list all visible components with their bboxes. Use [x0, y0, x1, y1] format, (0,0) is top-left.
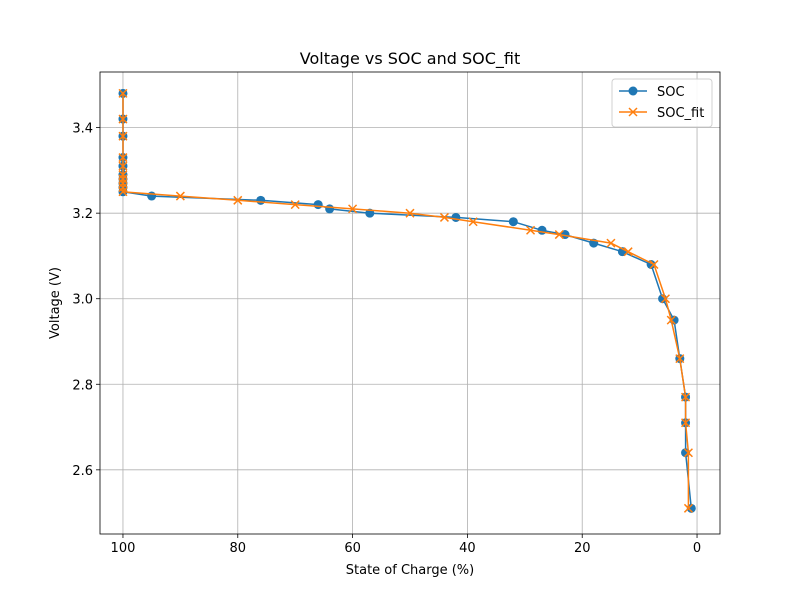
data-point-soc-fit: [683, 448, 693, 458]
legend-soc-fit-marker: [628, 107, 638, 117]
x-tick-label: 60: [344, 541, 361, 556]
chart-title: Voltage vs SOC and SOC_fit: [300, 49, 520, 69]
data-point-soc-fit: [606, 238, 616, 248]
data-point-soc: [313, 200, 323, 210]
legend-soc-label: SOC: [657, 85, 685, 100]
data-point-soc-fit: [681, 392, 691, 402]
plot-area: [100, 72, 720, 534]
x-tick-label: 100: [111, 541, 136, 556]
data-point-soc-fit: [623, 247, 633, 257]
legend-soc-marker: [628, 86, 638, 96]
data-point-soc-fit: [681, 418, 691, 428]
y-tick-label: 3.4: [72, 122, 93, 137]
x-axis-label: State of Charge (%): [346, 563, 474, 578]
plot-frame: [99, 71, 721, 535]
data-point-soc: [147, 191, 157, 201]
legend-soc-fit-label: SOC_fit: [657, 106, 704, 121]
data-point-soc-fit: [405, 208, 415, 218]
data-point-soc-fit: [666, 315, 676, 325]
x-tick-label: 0: [693, 541, 701, 556]
data-point-soc-fit: [233, 195, 243, 205]
data-point-soc-fit: [348, 204, 358, 214]
x-tick-label: 80: [230, 541, 247, 556]
data-point-soc-fit: [468, 217, 478, 227]
series-layer: [118, 88, 696, 513]
data-point-soc-fit: [118, 131, 128, 141]
data-point-soc: [508, 217, 518, 227]
data-point-soc-fit: [649, 259, 659, 270]
data-point-soc-fit: [683, 503, 693, 513]
data-point-soc-fit: [118, 187, 128, 197]
axes-layer: 100 80 60 40 20 0 2.6 2.8 3.0 3.2 3.4: [72, 71, 721, 556]
data-point-soc-fit: [118, 153, 128, 163]
y-tick-label: 3.2: [72, 207, 93, 222]
data-point-soc-fit: [439, 212, 449, 222]
data-point-soc: [537, 225, 547, 235]
data-point-soc: [325, 204, 335, 214]
data-point-soc-fit: [554, 230, 564, 240]
data-point-soc-fit: [675, 354, 685, 364]
y-tick-label: 2.6: [72, 464, 93, 479]
data-point-soc: [256, 195, 266, 205]
y-tick-label: 2.8: [72, 378, 93, 393]
data-point-soc-fit: [526, 225, 536, 235]
data-point-soc: [451, 212, 461, 222]
data-point-soc: [560, 230, 570, 240]
y-axis-label: Voltage (V): [48, 267, 63, 339]
x-tick-label: 20: [574, 541, 591, 556]
data-point-soc-fit: [118, 161, 128, 171]
data-point-soc-fit: [660, 294, 670, 304]
legend: SOC SOC_fit: [611, 78, 713, 128]
data-point-soc-fit: [118, 88, 128, 98]
data-point-soc-fit: [118, 114, 128, 124]
data-point-soc-fit: [290, 200, 300, 210]
data-point-soc-fit: [175, 191, 185, 201]
y-tick-label: 3.0: [72, 293, 93, 308]
x-tick-label: 40: [459, 541, 476, 556]
